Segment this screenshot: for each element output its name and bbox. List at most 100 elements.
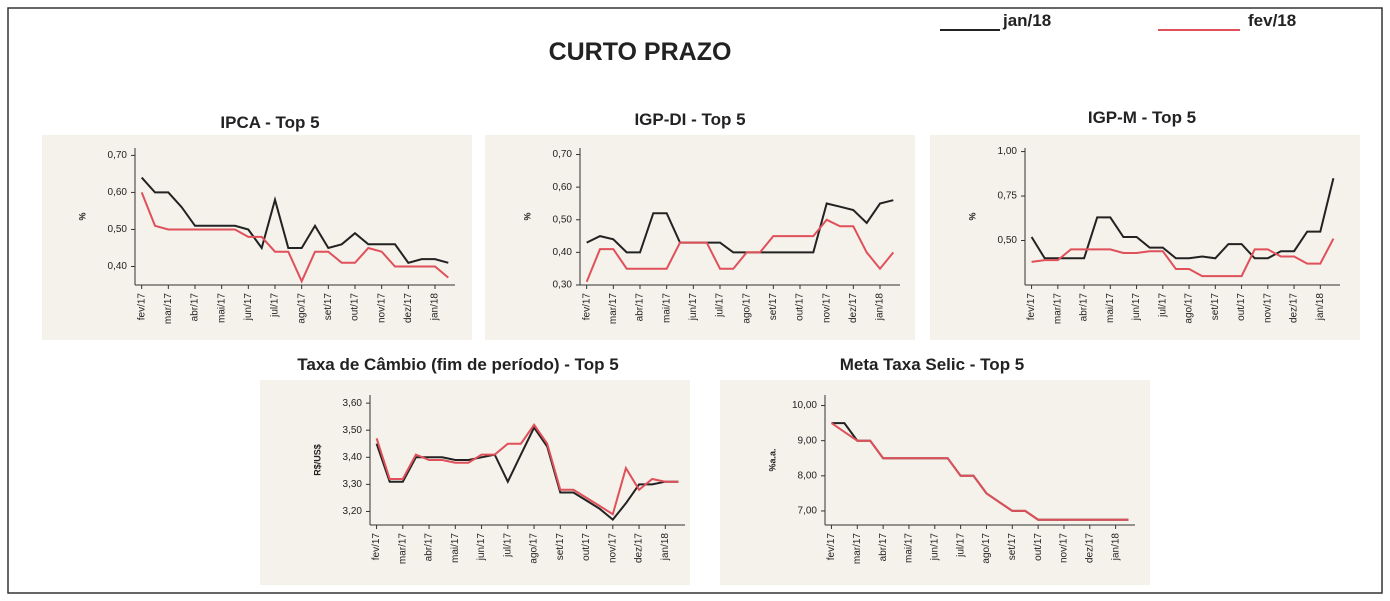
x-tick-label: jan/18 [1315,293,1326,322]
x-tick-label: set/17 [1007,533,1018,561]
x-tick-label: nov/17 [1262,293,1273,323]
chart-title: IGP-M - Top 5 [1088,108,1196,127]
x-tick-label: nov/17 [821,293,832,323]
main-title: CURTO PRAZO [549,38,732,66]
x-tick-label: ago/17 [981,533,992,564]
y-tick-label: 0,50 [998,235,1018,246]
x-tick-label: out/17 [1033,533,1044,561]
x-tick-label: fev/17 [826,533,837,561]
plot-background [720,380,1150,585]
x-tick-label: jan/18 [430,293,441,322]
x-tick-label: jun/17 [688,293,699,322]
x-tick-label: jun/17 [1131,293,1142,322]
y-tick-label: 1,00 [998,146,1018,157]
x-tick-label: ago/17 [529,533,540,564]
x-tick-label: jan/18 [1110,533,1121,562]
x-tick-label: out/17 [581,533,592,561]
x-tick-label: dez/17 [1289,293,1300,323]
x-tick-label: out/17 [350,293,361,321]
frame [7,7,1383,594]
y-tick-label: 3,30 [343,479,363,490]
x-tick-label: jul/17 [1157,293,1168,318]
x-tick-label: nov/17 [376,293,387,323]
x-tick-label: set/17 [1210,293,1221,321]
y-tick-label: 0,50 [108,224,128,235]
plot-background [260,380,690,585]
chart-title: IGP-DI - Top 5 [634,110,745,129]
chart-title: Taxa de Câmbio (fim de período) - Top 5 [297,355,618,374]
x-tick-label: jul/17 [715,293,726,318]
series-line [140,192,449,284]
legend-label: fev/18 [1248,11,1296,30]
y-tick-label: 0,50 [553,214,573,225]
x-tick-label: abr/17 [1079,293,1090,322]
series-line [1030,177,1335,260]
y-tick-label: 9,00 [798,435,818,446]
x-tick-label: out/17 [795,293,806,321]
x-tick-label: fev/17 [1026,293,1037,321]
x-tick-label: mar/17 [608,293,619,325]
x-tick-label: set/17 [323,293,334,321]
series-line [585,218,895,283]
plot-background [485,135,915,340]
x-tick-label: dez/17 [1084,533,1095,563]
series-line [375,423,679,516]
x-tick-label: dez/17 [848,293,859,323]
x-tick-label: ago/17 [1184,293,1195,324]
plot-background [930,135,1360,340]
y-axis-label: % [967,212,977,220]
x-tick-label: set/17 [768,293,779,321]
y-tick-label: 3,50 [343,425,363,436]
x-tick-label: jan/18 [875,293,886,322]
y-tick-label: 0,60 [108,187,128,198]
y-tick-label: 0,75 [998,191,1018,202]
series-line [830,422,1129,521]
x-tick-label: jul/17 [955,533,966,558]
y-tick-label: 3,20 [343,506,363,517]
x-tick-label: fev/17 [581,293,592,321]
series-line [140,176,449,264]
x-tick-label: ago/17 [296,293,307,324]
x-tick-label: ago/17 [741,293,752,324]
y-tick-label: 8,00 [798,470,818,481]
y-tick-label: 10,00 [792,400,817,411]
y-tick-label: 0,40 [553,247,573,258]
y-axis-label: R$/US$ [312,444,322,476]
x-tick-label: mai/17 [450,533,461,563]
x-tick-label: dez/17 [403,293,414,323]
x-tick-label: fev/17 [371,533,382,561]
y-tick-label: 7,00 [798,506,818,517]
y-tick-label: 0,70 [108,150,128,161]
x-tick-label: mar/17 [397,533,408,565]
x-tick-label: mai/17 [661,293,672,323]
x-tick-label: abr/17 [424,533,435,562]
x-tick-label: out/17 [1236,293,1247,321]
x-tick-label: set/17 [555,533,566,561]
x-tick-label: mai/17 [216,293,227,323]
x-tick-label: mar/17 [1052,293,1063,325]
x-tick-label: mar/17 [852,533,863,565]
x-tick-label: abr/17 [635,293,646,322]
x-tick-label: nov/17 [1059,533,1070,563]
series-line [375,425,679,522]
series-line [1031,238,1335,278]
x-tick-label: jun/17 [476,533,487,562]
x-tick-label: jul/17 [502,533,513,558]
y-tick-label: 0,40 [108,261,128,272]
x-tick-label: abr/17 [878,533,889,562]
x-tick-label: dez/17 [634,533,645,563]
chart-title: IPCA - Top 5 [220,113,319,132]
y-axis-label: % [522,212,532,220]
chart-title: Meta Taxa Selic - Top 5 [840,355,1025,374]
y-axis-label: %a.a. [767,448,777,471]
y-tick-label: 0,30 [553,280,573,291]
x-tick-label: jun/17 [243,293,254,322]
x-tick-label: jul/17 [270,293,281,318]
y-tick-label: 3,60 [343,398,363,409]
y-tick-label: 0,70 [553,149,573,160]
legend-label: jan/18 [1002,11,1051,30]
x-tick-label: jan/18 [660,533,671,562]
x-tick-label: mar/17 [163,293,174,325]
x-tick-label: fev/17 [136,293,147,321]
